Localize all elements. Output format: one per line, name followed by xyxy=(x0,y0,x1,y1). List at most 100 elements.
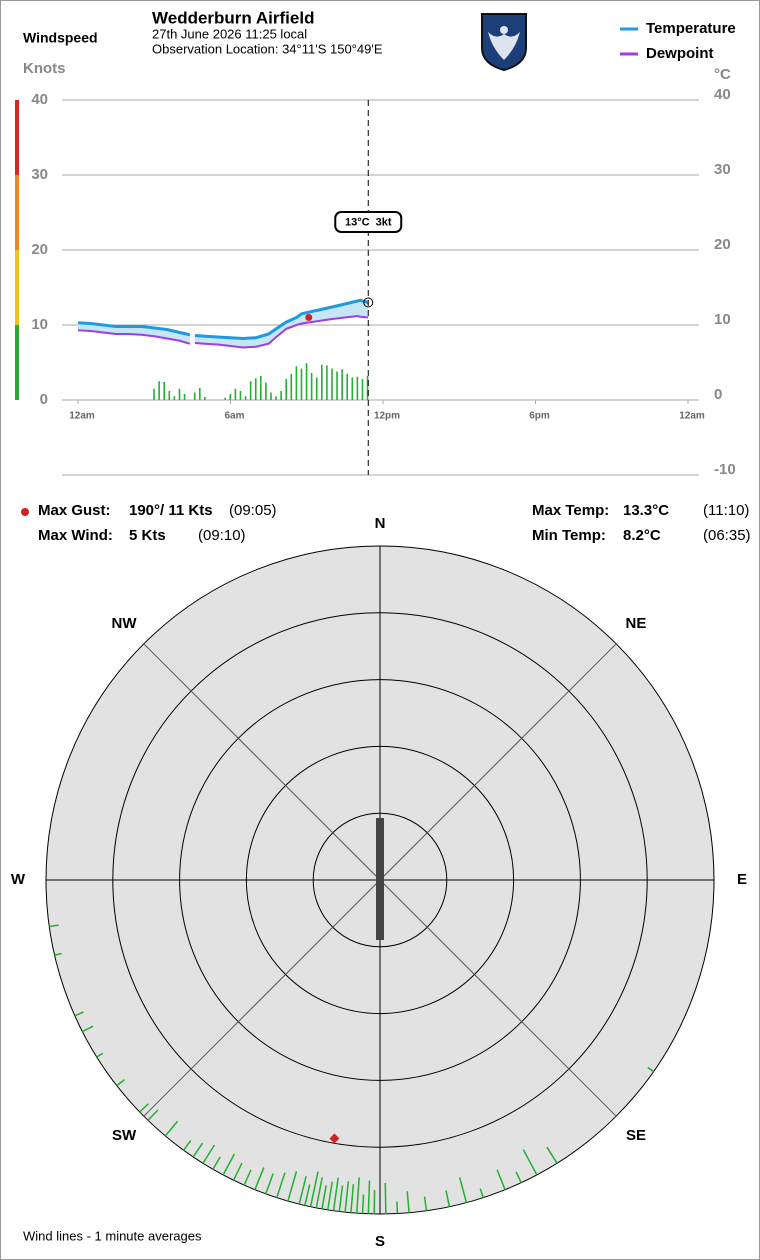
wind-bar xyxy=(153,388,155,400)
wind-bar xyxy=(300,368,303,400)
wind-bar xyxy=(173,396,176,400)
temp-dew-band xyxy=(78,322,190,344)
wind-line xyxy=(49,924,59,928)
cursor-label-box xyxy=(334,211,403,233)
wind-line xyxy=(147,1109,159,1121)
wind-bar xyxy=(234,388,237,400)
wind-bar xyxy=(183,394,186,400)
wind-line xyxy=(315,1177,323,1209)
wind-bar xyxy=(356,376,359,400)
wind-bar xyxy=(280,391,282,400)
wind-bar xyxy=(249,381,252,400)
wind-line xyxy=(265,1173,274,1195)
wind-line xyxy=(479,1188,484,1198)
y2-tick-label: 10 xyxy=(714,311,731,328)
stat-time: (09:05) xyxy=(229,502,277,519)
wind-line xyxy=(212,1156,221,1170)
wind-line xyxy=(287,1171,298,1202)
x-tick-label: 12am xyxy=(679,411,705,422)
y-tick-label: 0 xyxy=(40,391,48,408)
stat-value: 13.3°C xyxy=(623,502,669,519)
wind-line xyxy=(647,1066,655,1073)
direction-needle xyxy=(376,818,384,940)
gust-icon xyxy=(21,508,29,516)
wind-line xyxy=(367,1180,371,1214)
logo xyxy=(481,13,527,72)
wind-bar xyxy=(168,391,171,400)
wind-line xyxy=(458,1177,468,1203)
wind-line xyxy=(522,1149,538,1176)
y2-label: °C xyxy=(714,66,731,83)
compass-label: N xyxy=(375,515,386,532)
wind-bar xyxy=(285,379,288,400)
series-line xyxy=(77,329,191,345)
wind-bar xyxy=(178,388,181,400)
wind-line xyxy=(74,1011,84,1017)
wind-line xyxy=(344,1181,350,1213)
wind-line xyxy=(546,1146,558,1164)
wind-bar xyxy=(346,373,349,400)
wind-bar xyxy=(199,388,201,400)
gust-marker xyxy=(329,1133,340,1144)
wind-bar xyxy=(224,397,227,400)
wind-bar xyxy=(341,369,343,400)
series-line xyxy=(194,314,369,349)
wind-bar xyxy=(229,394,232,400)
wind-bar xyxy=(244,396,247,400)
wind-line xyxy=(406,1191,410,1213)
wind-bar xyxy=(265,382,267,400)
wind-line xyxy=(355,1177,360,1214)
wind-line xyxy=(243,1169,252,1186)
wind-line xyxy=(332,1177,339,1211)
wind-line xyxy=(445,1190,451,1207)
wind-line xyxy=(350,1184,355,1213)
wind-bar xyxy=(163,382,166,400)
wind-line xyxy=(202,1144,216,1164)
y-tick-label: 40 xyxy=(31,91,48,108)
y-tick-label: 30 xyxy=(31,166,48,183)
wind-line xyxy=(327,1181,333,1211)
wind-bar xyxy=(239,391,242,400)
wind-bar xyxy=(351,377,354,400)
stat-label: Max Temp: xyxy=(532,502,609,519)
wind-bar xyxy=(361,379,364,400)
date: 27th June 2026 11:25 local xyxy=(152,26,307,41)
wind-bar xyxy=(158,381,160,400)
y-label: Knots xyxy=(23,60,66,77)
wind-bar xyxy=(204,397,206,400)
wind-line xyxy=(423,1196,428,1211)
wind-line xyxy=(192,1142,204,1158)
stat-value: 8.2°C xyxy=(623,527,661,544)
wind-line xyxy=(116,1079,125,1087)
footnote: Wind lines - 1 minute averages xyxy=(23,1228,202,1243)
wind-line xyxy=(254,1167,265,1190)
x-tick-label: 6am xyxy=(224,411,244,422)
wind-bar xyxy=(270,392,272,400)
wind-bar xyxy=(321,364,323,400)
y2-tick-label: 20 xyxy=(714,236,731,253)
stat-time: (09:10) xyxy=(198,527,246,544)
y2-tick-label: 40 xyxy=(714,86,731,103)
wind-bar xyxy=(260,376,262,400)
series-line xyxy=(194,298,369,341)
wind-line xyxy=(82,1025,94,1033)
wind-bar xyxy=(305,363,308,400)
compass-label: SW xyxy=(112,1127,137,1144)
y-tick-label: 20 xyxy=(31,241,48,258)
series-line xyxy=(77,321,191,337)
location: Observation Location: 34°11'S 150°49'E xyxy=(152,41,383,56)
wind-line xyxy=(232,1162,243,1181)
wind-bar xyxy=(193,392,196,400)
windspeed-title: Windspeed xyxy=(23,30,98,46)
legend-label: Dewpoint xyxy=(646,45,714,62)
wind-bar xyxy=(290,373,293,400)
wind-line xyxy=(304,1184,311,1206)
stat-label: Max Wind: xyxy=(38,527,113,544)
wind-bar xyxy=(326,365,328,400)
stat-time: (06:35) xyxy=(703,527,751,544)
x-tick-label: 12pm xyxy=(374,411,400,422)
x-tick-label: 6pm xyxy=(529,411,550,422)
wind-bar xyxy=(295,366,298,400)
wind-line xyxy=(321,1185,327,1210)
